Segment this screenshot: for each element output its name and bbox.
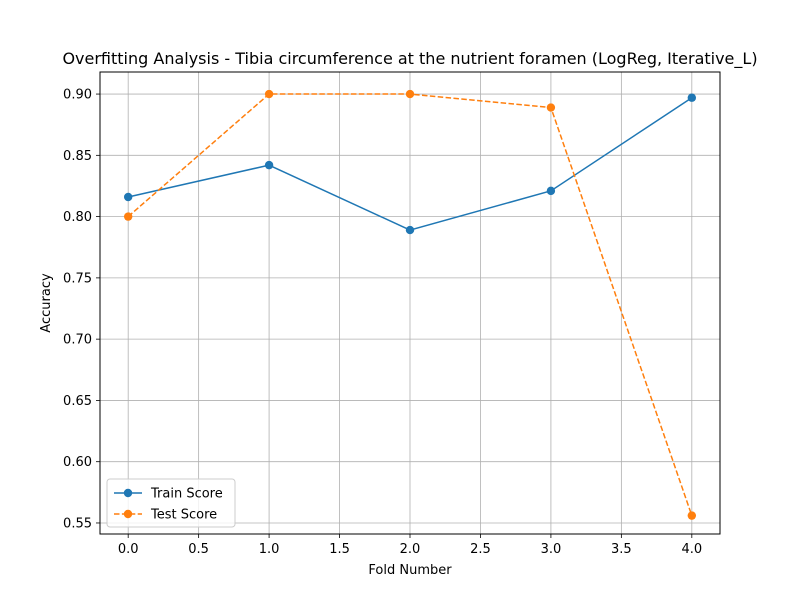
axis-ticks: 0.0 0.5 1.0 1.5 2.0 2.5 3.0 3.5 4.0 0.55 0.60 0.65 0…	[63, 88, 702, 557]
series-test-score	[123, 89, 697, 520]
y-tick-label: 0.70	[63, 333, 92, 348]
data-point-test-score	[264, 89, 274, 99]
x-tick-label: 2.0	[400, 542, 421, 557]
y-tick-label: 0.55	[63, 516, 92, 531]
data-point-test-score	[123, 212, 133, 221]
y-tick-label: 0.60	[63, 455, 92, 470]
y-axis-label: Accuracy	[39, 273, 54, 333]
data-point-test-score	[687, 511, 697, 520]
data-point-train-score	[264, 160, 274, 170]
x-tick-label: 1.0	[259, 542, 280, 557]
x-tick-label: 4.0	[681, 542, 702, 557]
data-point-test-score	[546, 103, 556, 112]
x-tick-label: 0.0	[118, 542, 139, 557]
series-train-score	[123, 93, 697, 235]
y-tick-label: 0.85	[63, 149, 92, 164]
legend-label: Test Score	[150, 508, 217, 523]
legend-label: Train Score	[150, 487, 223, 502]
y-tick-label: 0.65	[63, 394, 92, 409]
grid	[100, 72, 720, 534]
y-tick-label: 0.75	[63, 271, 92, 286]
x-tick-label: 3.5	[611, 542, 632, 557]
x-tick-label: 3.0	[541, 542, 562, 557]
legend-marker	[123, 509, 133, 519]
legend: Train Score Test Score	[106, 478, 236, 528]
x-tick-label: 0.5	[188, 542, 209, 557]
legend-entry-test-score: Test Score	[114, 508, 217, 523]
y-tick-label: 0.90	[63, 88, 92, 103]
series	[123, 89, 697, 520]
x-axis-label: Fold Number	[368, 563, 452, 578]
legend-box	[106, 478, 236, 528]
legend-entry-train-score: Train Score	[114, 487, 223, 502]
data-point-test-score	[405, 89, 415, 99]
data-point-train-score	[546, 186, 556, 196]
data-point-train-score	[687, 93, 697, 102]
chart-title: Overfitting Analysis - Tibia circumferen…	[62, 49, 757, 69]
legend-marker	[123, 488, 133, 498]
x-tick-label: 2.5	[470, 542, 491, 557]
x-tick-label: 1.5	[329, 542, 350, 557]
data-point-train-score	[405, 225, 415, 235]
y-tick-label: 0.80	[63, 210, 92, 225]
data-point-train-score	[123, 192, 133, 202]
